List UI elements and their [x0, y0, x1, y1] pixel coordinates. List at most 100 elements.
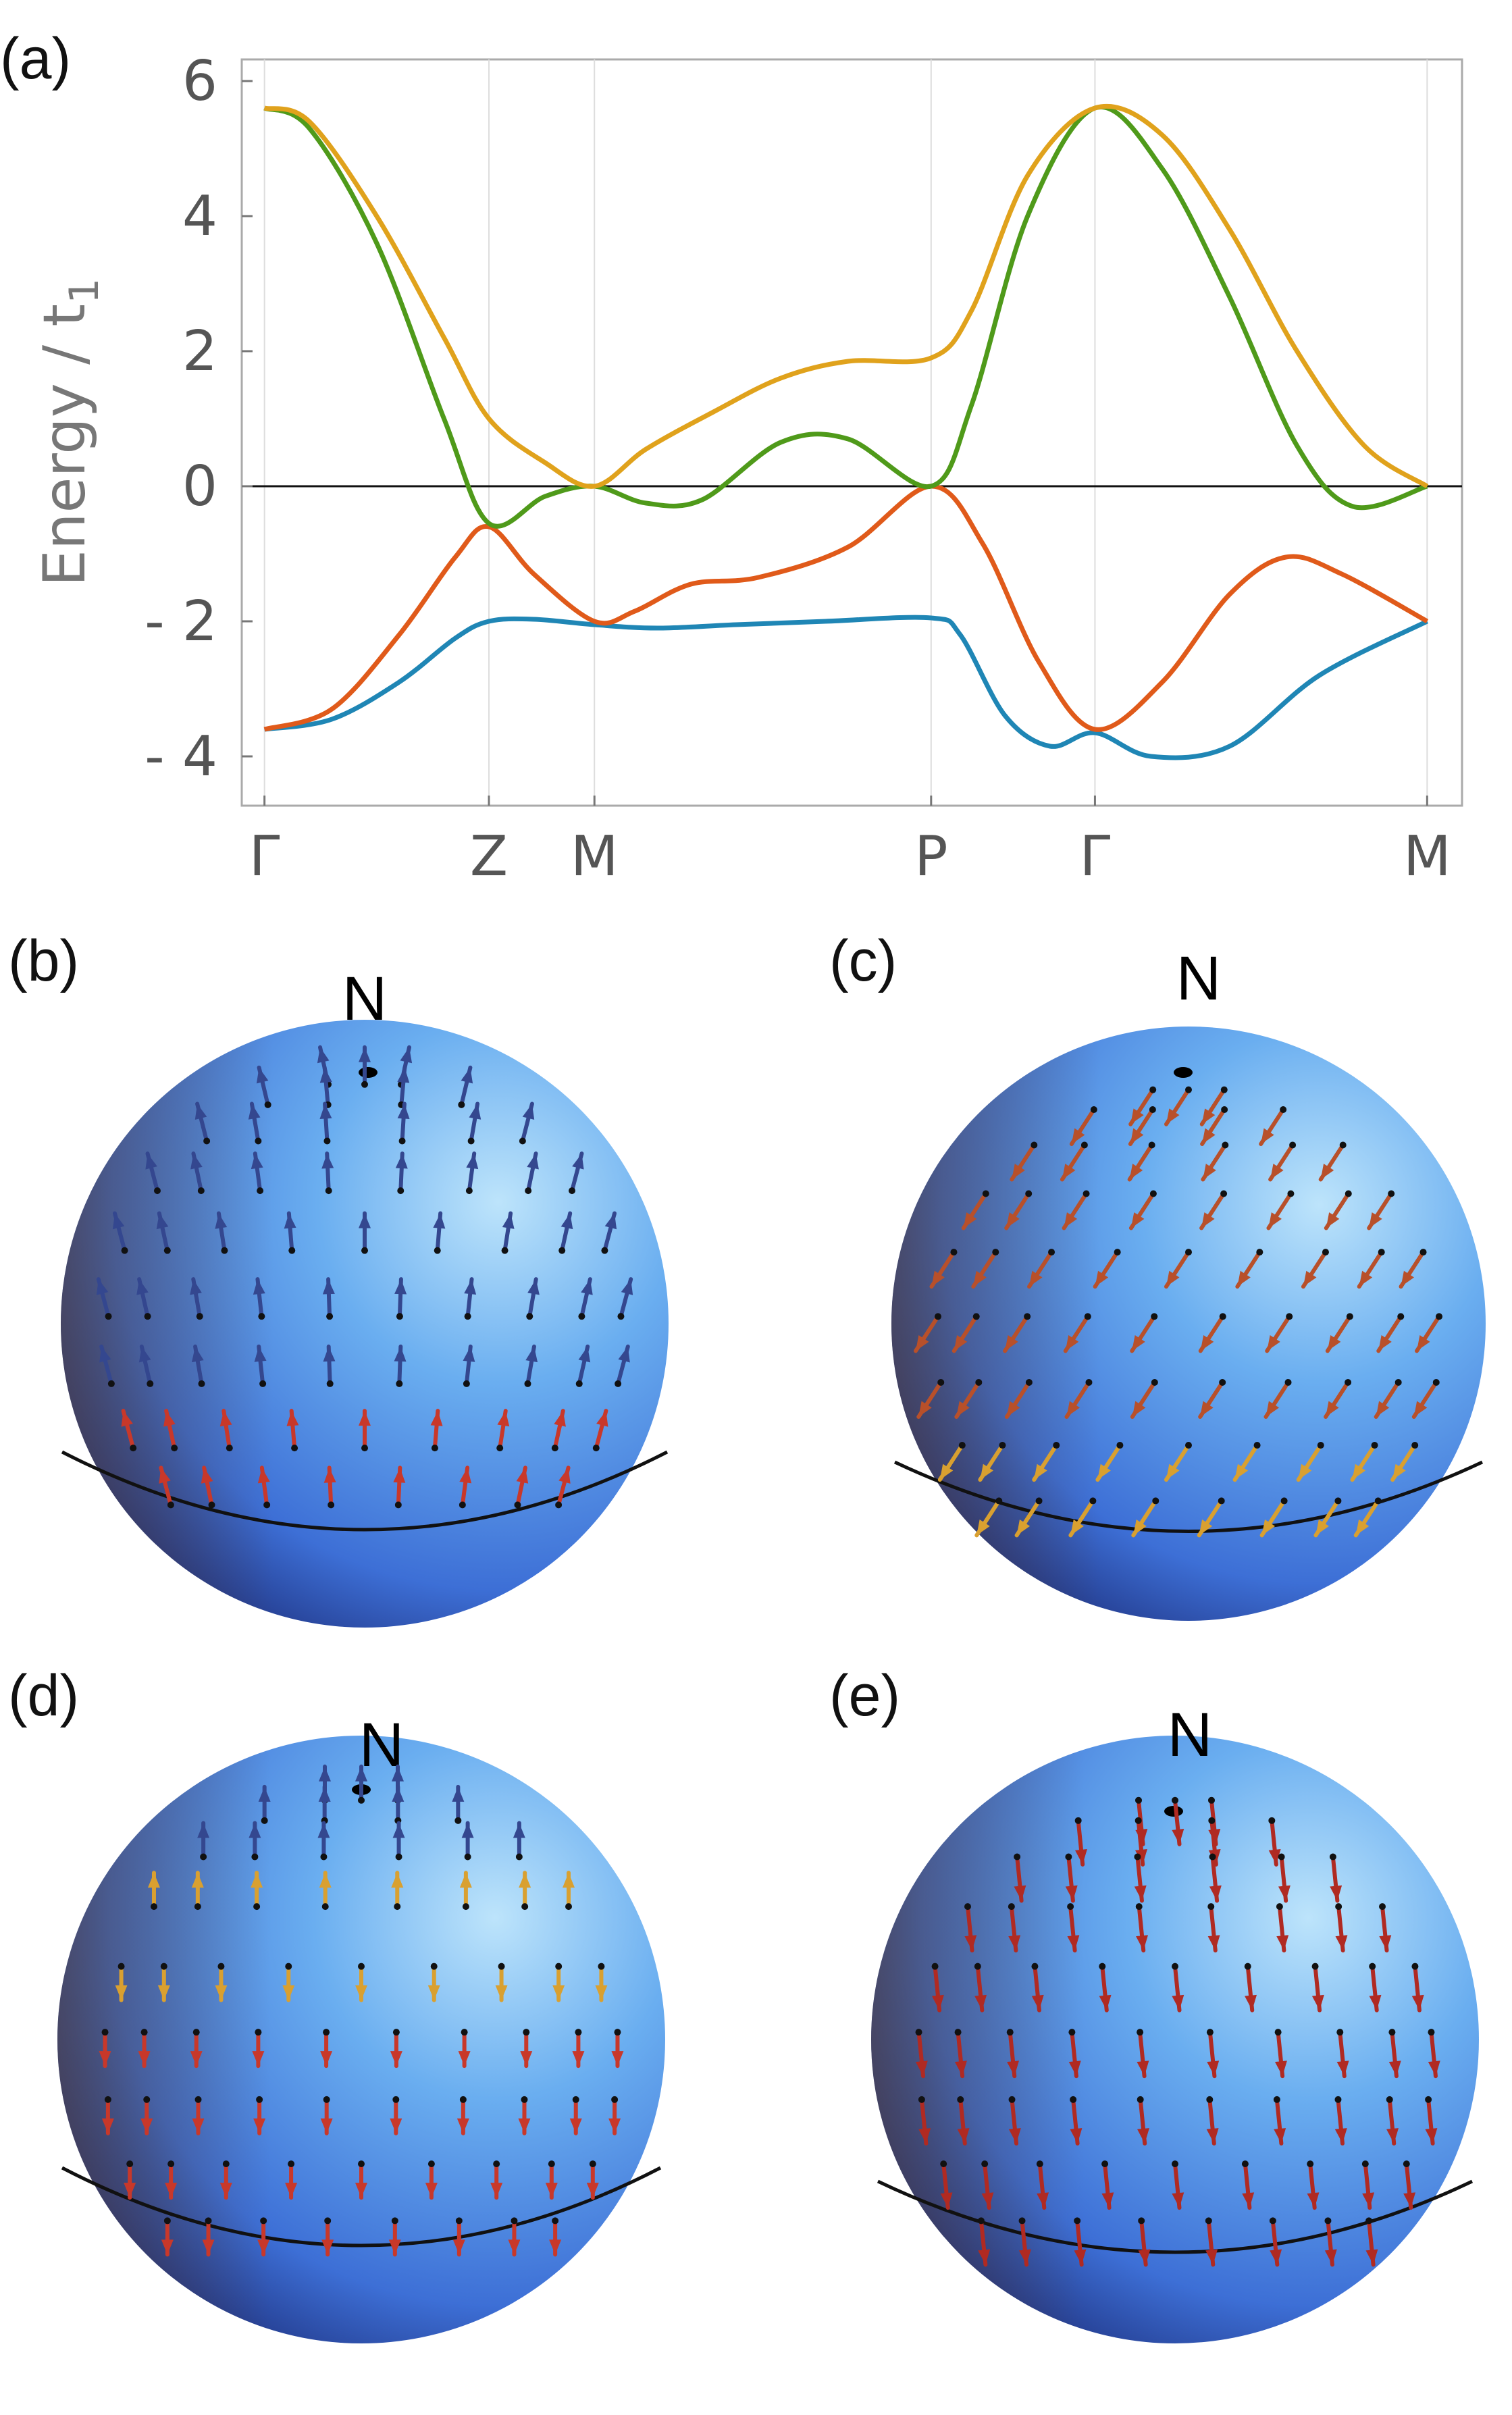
spin-arrow-head	[452, 1786, 465, 1802]
spin-arrow-base	[1068, 2029, 1076, 2036]
spin-arrow-base	[521, 2096, 528, 2103]
spin-arrow-head	[249, 1823, 261, 1838]
spin-arrow-base	[323, 2029, 330, 2036]
spin-arrow-base	[940, 2160, 947, 2168]
spin-arrow-head	[572, 2051, 585, 2067]
spin-arrow-head	[973, 1270, 987, 1287]
spin-arrow-base	[1346, 1313, 1353, 1320]
spin-arrow-head	[1200, 1335, 1214, 1351]
spin-arrow-head	[400, 1047, 413, 1064]
spin-arrow-base	[548, 2160, 555, 2168]
spin-arrow-base	[1379, 1903, 1386, 1911]
spin-arrow-base	[144, 1313, 151, 1320]
spin-arrow-base	[1151, 1378, 1158, 1386]
spin-arrow-base	[1336, 2029, 1344, 2036]
spin-arrow-head	[1207, 2060, 1220, 2077]
spin-arrow-head	[552, 1985, 565, 2000]
spin-arrow-base	[1335, 1903, 1342, 1911]
spin-arrow-base	[192, 2029, 200, 2036]
spin-arrow-head	[1276, 1935, 1289, 1951]
spin-arrow-head	[1242, 2192, 1255, 2208]
spin-arrow-base	[1411, 1442, 1419, 1449]
spin-arrow-base	[575, 2029, 582, 2036]
spin-arrow-head	[457, 2118, 469, 2133]
spin-arrow-base	[1378, 1249, 1385, 1256]
spin-arrow-head	[359, 1213, 371, 1228]
spin-arrow-head	[1062, 1164, 1076, 1180]
spin-arrow-head	[1095, 1270, 1109, 1287]
spin-arrow-head	[145, 1153, 157, 1170]
spin-arrow-base	[615, 1380, 622, 1387]
spin-arrow-head	[549, 2239, 562, 2255]
spin-arrow-base	[1025, 1190, 1033, 1197]
spin-arrow-base	[361, 1081, 368, 1088]
spin-arrow-base	[321, 1903, 329, 1911]
spin-arrow-base	[464, 1853, 471, 1861]
spin-arrow-head	[1379, 1935, 1392, 1951]
spin-arrow-base	[1411, 1963, 1419, 1970]
spin-arrow-head	[1326, 1401, 1339, 1417]
spin-arrow-base	[1432, 1378, 1440, 1386]
spin-arrow-base	[514, 1501, 521, 1509]
spin-arrow-base	[523, 2029, 530, 2036]
spin-arrow-base	[552, 2217, 559, 2225]
spin-arrow-head	[321, 2239, 334, 2255]
spin-arrow-head	[319, 1067, 332, 1083]
spin-arrow-head	[194, 1103, 207, 1120]
spin-arrow-head	[569, 2118, 582, 2133]
spin-arrow-base	[617, 1313, 625, 1320]
spin-arrow-base	[519, 1137, 526, 1145]
north-pole-marker-c	[1174, 1067, 1193, 1078]
spin-arrow-head	[140, 2118, 153, 2133]
spin-arrow-head	[1237, 1270, 1251, 1287]
y-axis-ticks: 6 4 2 0 - 2 - 4	[145, 49, 253, 789]
spin-arrow-head	[604, 1213, 617, 1230]
spin-arrow-base	[397, 1187, 405, 1195]
spin-arrow-base	[1334, 2096, 1342, 2103]
spin-arrow-head	[1005, 1335, 1018, 1351]
spin-arrow-base	[203, 1137, 211, 1145]
spin-arrow-base	[1137, 2029, 1144, 2036]
spin-arrow-head	[190, 1153, 203, 1170]
spin-arrow-head	[1135, 1849, 1147, 1865]
spin-arrow-base	[1172, 2160, 1178, 2168]
spin-arrow-base	[1317, 1442, 1324, 1449]
spin-arrow-base	[1436, 1313, 1443, 1320]
spin-arrow-head	[355, 1985, 367, 2000]
spin-arrow-head	[466, 1153, 479, 1170]
spin-arrow-base	[256, 2096, 263, 2103]
spin-arrows-d	[99, 1764, 624, 2257]
y-axis-label-subscript: 1	[61, 278, 108, 304]
spin-arrow-head	[322, 1279, 335, 1295]
spin-arrow-base	[163, 2217, 171, 2225]
spin-arrow-base	[326, 1380, 334, 1387]
spin-arrow-base	[1152, 1497, 1159, 1505]
spin-arrow-head	[939, 1463, 954, 1480]
spin-arrow-base	[205, 2217, 212, 2225]
spin-arrow-head	[458, 2051, 471, 2067]
spin-arrow-base	[1036, 2160, 1043, 2168]
north-pole-marker-b	[359, 1067, 377, 1078]
spin-arrow-base	[255, 2029, 262, 2036]
spin-arrow-head	[1012, 1164, 1025, 1180]
spin-arrow-head	[1064, 1212, 1078, 1228]
spin-arrow-head	[397, 1103, 410, 1119]
spin-arrow-head	[1172, 1994, 1184, 2010]
spin-arrow-head	[1074, 2249, 1087, 2265]
spin-arrow-head	[1320, 1164, 1334, 1180]
spin-arrow-head	[469, 1103, 481, 1120]
spin-arrow-head	[981, 2192, 994, 2208]
spin-arrow-head	[452, 2239, 465, 2255]
spin-arrow-head	[318, 1786, 331, 1802]
spin-arrow-base	[196, 1313, 203, 1320]
spin-arrow-head	[323, 1346, 336, 1362]
spin-arrow-head	[430, 1411, 443, 1426]
spin-arrow-head	[1245, 1994, 1257, 2010]
spin-arrow-base	[167, 2160, 175, 2168]
spin-arrow-head	[1206, 2128, 1219, 2144]
spin-arrow-base	[1172, 1963, 1178, 1970]
sphere-panel-b: N	[61, 964, 669, 1628]
x-tick-label-2: M	[571, 825, 619, 889]
spin-arrow-base	[394, 1501, 402, 1509]
spin-arrow-head	[463, 1346, 475, 1362]
